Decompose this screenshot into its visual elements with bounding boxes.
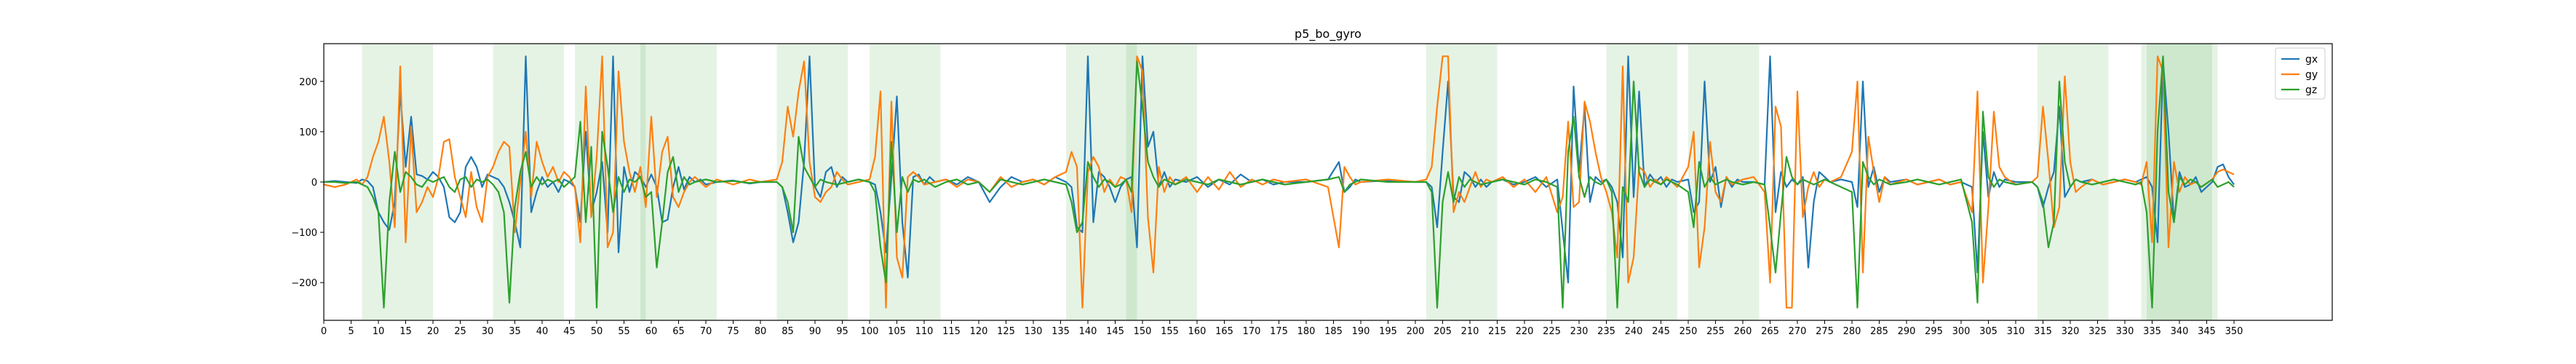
x-tick-label: 300 [1952,326,1971,337]
x-tick-label: 125 [997,326,1015,337]
x-tick-label: 105 [888,326,906,337]
x-tick-label: 295 [1925,326,1943,337]
x-tick-label: 200 [1407,326,1425,337]
x-tick-label: 145 [1106,326,1124,337]
x-tick-label: 155 [1161,326,1179,337]
y-tick-label: 0 [311,178,317,189]
x-tick-label: 165 [1215,326,1233,337]
x-tick-label: 275 [1816,326,1834,337]
x-tick-label: 245 [1652,326,1670,337]
x-tick-label: 260 [1734,326,1752,337]
x-tick-label: 205 [1434,326,1452,337]
x-tick-label: 25 [454,326,466,337]
legend-label-gy: gy [2305,69,2318,81]
x-tick-label: 160 [1188,326,1206,337]
x-tick-label: 45 [563,326,576,337]
x-tick-label: 80 [755,326,767,337]
x-tick-label: 55 [618,326,630,337]
legend-box [2275,47,2326,100]
x-tick-label: 345 [2198,326,2216,337]
x-tick-label: 0 [321,326,327,337]
y-tick-label: 100 [299,127,317,138]
x-tick-label: 190 [1352,326,1370,337]
shaded-region [1606,44,1677,320]
x-tick-label: 10 [373,326,385,337]
x-tick-label: 35 [509,326,521,337]
chart-title: p5_bo_gyro [1295,27,1361,41]
legend-label-gx: gx [2305,54,2318,66]
y-tick-label: −100 [291,228,317,239]
x-tick-label: 280 [1843,326,1861,337]
x-tick-label: 100 [861,326,879,337]
x-tick-label: 140 [1079,326,1097,337]
x-tick-label: 85 [782,326,794,337]
x-tick-label: 305 [1979,326,1997,337]
x-tick-label: 90 [809,326,822,337]
x-tick-label: 195 [1379,326,1397,337]
x-tick-label: 220 [1516,326,1534,337]
x-tick-label: 180 [1297,326,1316,337]
x-tick-label: 20 [427,326,440,337]
x-tick-label: 175 [1270,326,1288,337]
x-tick-label: 350 [2225,326,2243,337]
x-tick-label: 315 [2034,326,2052,337]
x-tick-label: 235 [1597,326,1615,337]
x-tick-label: 285 [1870,326,1888,337]
x-tick-label: 270 [1789,326,1807,337]
shaded-region [640,44,717,320]
series-line-gy [323,55,2235,309]
x-tick-label: 120 [970,326,988,337]
x-tick-label: 215 [1488,326,1506,337]
x-tick-label: 5 [348,326,354,337]
x-tick-label: 95 [836,326,848,337]
x-tick-label: 225 [1543,326,1561,337]
shaded-region [870,44,941,320]
x-tick-label: 255 [1706,326,1725,337]
x-tick-label: 320 [2062,326,2080,337]
x-tick-label: 60 [645,326,658,337]
x-tick-label: 40 [536,326,549,337]
x-tick-label: 265 [1761,326,1779,337]
y-tick-label: 200 [299,77,317,88]
x-tick-label: 75 [727,326,739,337]
shaded-region [362,44,433,320]
x-tick-label: 310 [2007,326,2025,337]
x-tick-label: 335 [2143,326,2161,337]
x-tick-label: 65 [672,326,685,337]
x-tick-label: 50 [591,326,603,337]
x-tick-label: 290 [1898,326,1916,337]
legend: gx gy gz [2275,47,2326,100]
x-tick-label: 150 [1134,326,1152,337]
series-line-gz [324,55,2235,309]
x-tick-label: 115 [942,326,961,337]
legend-label-gz: gz [2305,84,2317,96]
x-tick-label: 110 [915,326,934,337]
y-tick-label: −200 [291,278,317,289]
x-tick-label: 185 [1324,326,1343,337]
x-tick-label: 250 [1679,326,1698,337]
x-tick-label: 240 [1625,326,1643,337]
x-tick-label: 170 [1243,326,1261,337]
x-tick-label: 135 [1052,326,1070,337]
x-tick-label: 230 [1570,326,1589,337]
x-tick-label: 330 [2116,326,2134,337]
x-tick-label: 130 [1025,326,1043,337]
x-tick-label: 70 [700,326,712,337]
x-tick-label: 210 [1461,326,1479,337]
x-tick-label: 340 [2171,326,2189,337]
x-tick-label: 15 [399,326,412,337]
plot-area: 0 5 10 15 20 25 30 35 40 45 50 55 60 65 70 75 80 85 90 95 10… [291,43,2333,337]
x-tick-label: 30 [482,326,494,337]
x-tick-label: 325 [2088,326,2107,337]
